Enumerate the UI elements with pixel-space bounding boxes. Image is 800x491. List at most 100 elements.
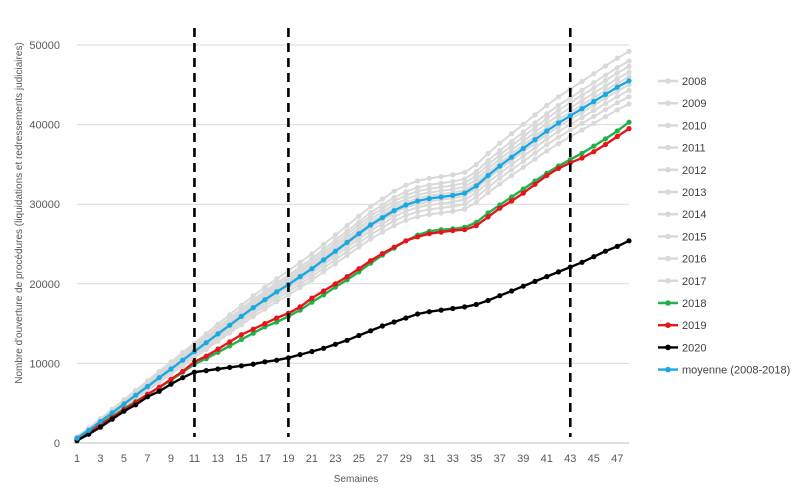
data-point (532, 145, 538, 151)
data-point (250, 305, 256, 311)
data-point (532, 125, 538, 131)
data-point (591, 98, 597, 105)
data-point (567, 127, 573, 133)
data-point (626, 94, 632, 100)
data-point (274, 357, 280, 363)
data-point (579, 150, 585, 156)
series-2020 (74, 238, 632, 444)
data-point (332, 248, 338, 254)
data-point (426, 186, 432, 192)
data-point (403, 212, 409, 219)
legend-label: 2015 (682, 231, 706, 243)
data-point (579, 97, 585, 104)
data-point (602, 100, 609, 107)
data-point (168, 366, 174, 372)
data-point (215, 331, 221, 337)
legend-item: 2020 (658, 342, 706, 354)
x-tick-label: 17 (259, 453, 271, 465)
data-point (379, 323, 385, 329)
data-point (485, 150, 491, 157)
data-point (391, 218, 397, 224)
legend-label: 2018 (682, 298, 706, 310)
data-point (485, 184, 491, 190)
data-point (497, 205, 503, 211)
data-point (403, 189, 409, 195)
data-point (626, 101, 632, 107)
data-point (344, 223, 350, 229)
data-point (415, 204, 421, 210)
data-point (544, 111, 550, 117)
data-point (391, 223, 397, 229)
x-tick-label: 23 (329, 453, 341, 465)
data-point (520, 190, 526, 196)
legend-item: 2008 (658, 76, 706, 88)
legend-label: 2013 (682, 187, 706, 199)
legend-item: 2010 (658, 120, 706, 132)
data-point (274, 299, 280, 305)
data-point (332, 261, 338, 267)
legend-label: moyenne (2008-2018) (682, 365, 790, 377)
data-point (332, 257, 338, 263)
data-point (462, 180, 468, 186)
data-point (368, 232, 374, 238)
data-point (262, 306, 268, 312)
data-point (109, 416, 115, 422)
data-point (156, 375, 162, 381)
data-point (602, 141, 609, 148)
data-point (97, 424, 104, 430)
data-point (426, 175, 432, 181)
data-point (473, 168, 479, 175)
data-point (250, 314, 256, 320)
data-point (555, 102, 562, 108)
data-point (391, 319, 397, 325)
data-point (462, 176, 468, 182)
legend-marker (665, 344, 671, 351)
y-tick-label: 0 (54, 438, 60, 450)
data-point (344, 337, 350, 343)
legend-marker (665, 211, 671, 217)
data-point (356, 213, 362, 219)
data-point (368, 236, 374, 242)
data-point (591, 90, 597, 96)
data-point (168, 376, 174, 382)
data-point (238, 336, 244, 343)
legend-marker (665, 144, 671, 151)
data-point (591, 149, 597, 155)
data-point (321, 265, 327, 271)
x-tick-label: 25 (353, 453, 365, 465)
data-point (509, 173, 515, 179)
data-point (485, 158, 491, 164)
data-point (403, 315, 409, 321)
data-point (168, 381, 174, 387)
data-point (344, 248, 350, 254)
legend-item: 2016 (658, 254, 706, 266)
data-point (555, 120, 562, 126)
x-tick-label: 39 (517, 453, 529, 465)
data-point (567, 113, 573, 119)
data-point (579, 259, 585, 265)
data-point (614, 80, 620, 86)
data-point (473, 301, 479, 308)
legend-label: 2017 (682, 276, 706, 288)
data-point (497, 156, 503, 162)
data-point (391, 194, 397, 201)
data-point (579, 78, 585, 84)
data-point (462, 197, 468, 203)
data-point (297, 259, 303, 265)
data-point (614, 70, 620, 76)
data-point (379, 229, 385, 235)
data-point (520, 138, 526, 144)
data-point (309, 348, 315, 355)
data-point (544, 128, 550, 134)
legend-marker (665, 78, 671, 84)
data-point (356, 236, 362, 242)
legend-item: 2013 (658, 187, 706, 199)
data-point (379, 202, 385, 208)
data-point (555, 134, 562, 140)
x-tick-label: 1 (74, 453, 80, 465)
data-point (144, 383, 151, 390)
data-point (403, 192, 409, 198)
y-tick-label: 30000 (29, 199, 60, 211)
data-point (485, 180, 491, 186)
data-point (180, 368, 186, 374)
